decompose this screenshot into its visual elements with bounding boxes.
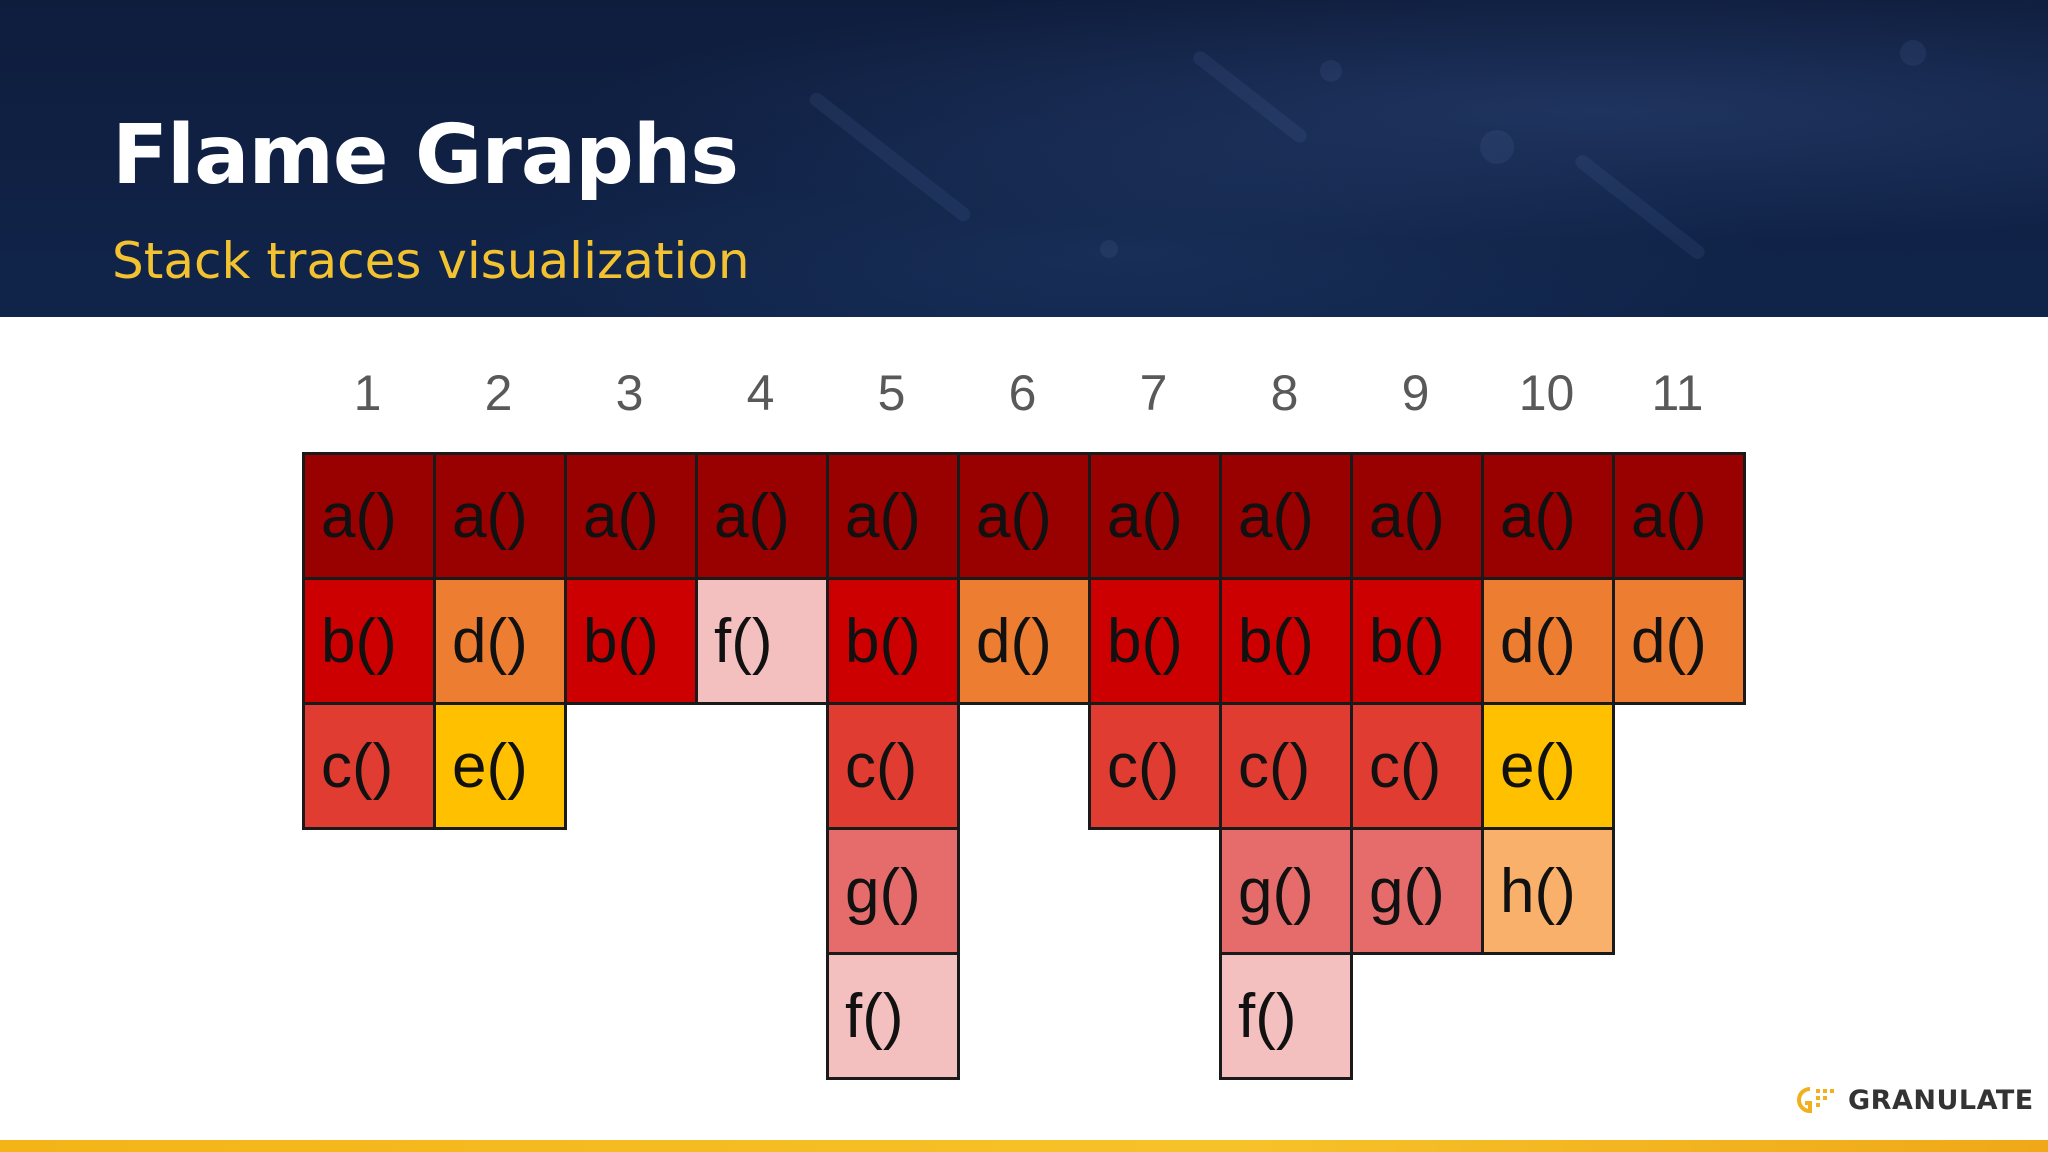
stack-frame: f() [826, 952, 960, 1080]
stack-frame: c() [1350, 702, 1484, 830]
background-decoration [806, 89, 974, 225]
column-label: 2 [484, 365, 513, 421]
stack-frame: b() [302, 577, 436, 705]
background-decoration [1480, 130, 1514, 164]
stack-frame: a() [1350, 452, 1484, 580]
slide-subtitle: Stack traces visualization [112, 232, 750, 290]
stack-frame: e() [433, 702, 567, 830]
stack-frame: c() [302, 702, 436, 830]
column-label: 1 [353, 365, 382, 421]
stack-frame: b() [564, 577, 698, 705]
stack-frame: f() [1219, 952, 1353, 1080]
stack-frame: b() [1088, 577, 1222, 705]
column-label: 8 [1270, 365, 1299, 421]
stack-frame: a() [564, 452, 698, 580]
background-decoration [1900, 40, 1926, 66]
column-label: 7 [1139, 365, 1168, 421]
stack-frame: d() [1612, 577, 1746, 705]
stack-frame: a() [826, 452, 960, 580]
stack-frame: d() [1481, 577, 1615, 705]
column-label: 3 [615, 365, 644, 421]
stack-frame: a() [302, 452, 436, 580]
column-label: 11 [1651, 365, 1704, 421]
stack-frame: g() [826, 827, 960, 955]
stack-frame: b() [1350, 577, 1484, 705]
column-label: 4 [746, 365, 775, 421]
stack-frame: g() [1350, 827, 1484, 955]
slide-title: Flame Graphs [112, 108, 739, 203]
background-decoration [1572, 152, 1708, 262]
stack-frame: c() [1219, 702, 1353, 830]
stack-frame: f() [695, 577, 829, 705]
slide-header: Flame Graphs Stack traces visualization [0, 0, 2048, 317]
background-decoration [1320, 60, 1342, 82]
stack-frame: b() [826, 577, 960, 705]
stack-frame: a() [695, 452, 829, 580]
stack-frame: c() [1088, 702, 1222, 830]
stack-frame: g() [1219, 827, 1353, 955]
stack-frame: b() [1219, 577, 1353, 705]
logo-text: GRANULATE [1848, 1084, 2034, 1116]
stack-frame: d() [433, 577, 567, 705]
stack-frame: e() [1481, 702, 1615, 830]
stack-frame: a() [433, 452, 567, 580]
background-decoration [1100, 240, 1118, 258]
stack-frame: a() [1088, 452, 1222, 580]
granulate-logo: GRANULATE [1796, 1082, 2034, 1118]
column-label: 10 [1518, 365, 1575, 421]
stack-frame: a() [957, 452, 1091, 580]
bottom-accent-bar [0, 1140, 2048, 1152]
column-label: 5 [877, 365, 906, 421]
stack-frame: a() [1612, 452, 1746, 580]
granulate-logo-icon [1797, 1087, 1834, 1114]
stack-frame: a() [1481, 452, 1615, 580]
stack-frame: h() [1481, 827, 1615, 955]
stack-frame: d() [957, 577, 1091, 705]
stack-frame: c() [826, 702, 960, 830]
column-label: 6 [1008, 365, 1037, 421]
background-decoration [1190, 48, 1310, 146]
column-label: 9 [1401, 365, 1430, 421]
stack-frame: a() [1219, 452, 1353, 580]
